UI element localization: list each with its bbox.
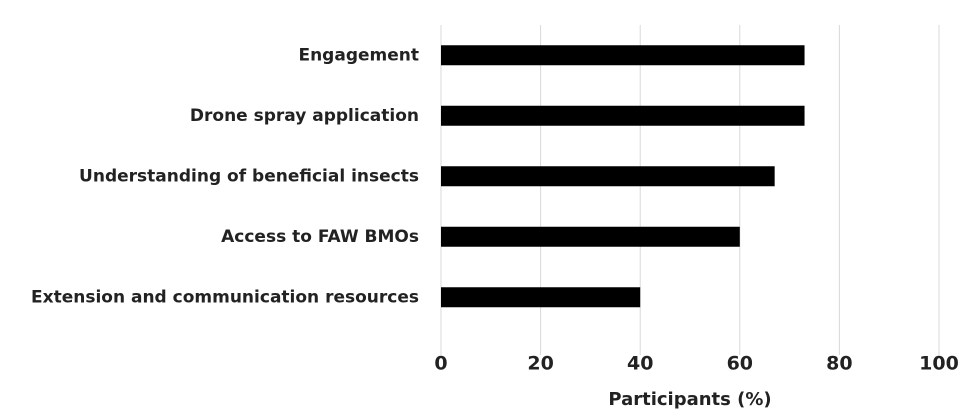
y-tick-label: Understanding of beneficial insects — [79, 166, 419, 186]
bar — [441, 226, 740, 247]
x-tick-label: 20 — [527, 353, 553, 375]
y-tick-label: Engagement — [298, 45, 419, 65]
x-tick-label: 80 — [826, 353, 852, 375]
x-tick-label: 40 — [627, 353, 653, 375]
y-tick-label: Drone spray application — [190, 106, 419, 126]
y-tick-label: Access to FAW BMOs — [221, 227, 419, 247]
bar — [441, 166, 775, 187]
x-axis-title: Participants (%) — [608, 389, 771, 410]
x-tick-label: 60 — [727, 353, 753, 375]
bar — [441, 45, 805, 66]
bar — [441, 287, 641, 308]
bar — [441, 105, 805, 126]
y-tick-label: Extension and communication resources — [31, 287, 419, 307]
x-tick-label: 0 — [434, 353, 447, 375]
x-tick-label: 100 — [919, 353, 959, 375]
